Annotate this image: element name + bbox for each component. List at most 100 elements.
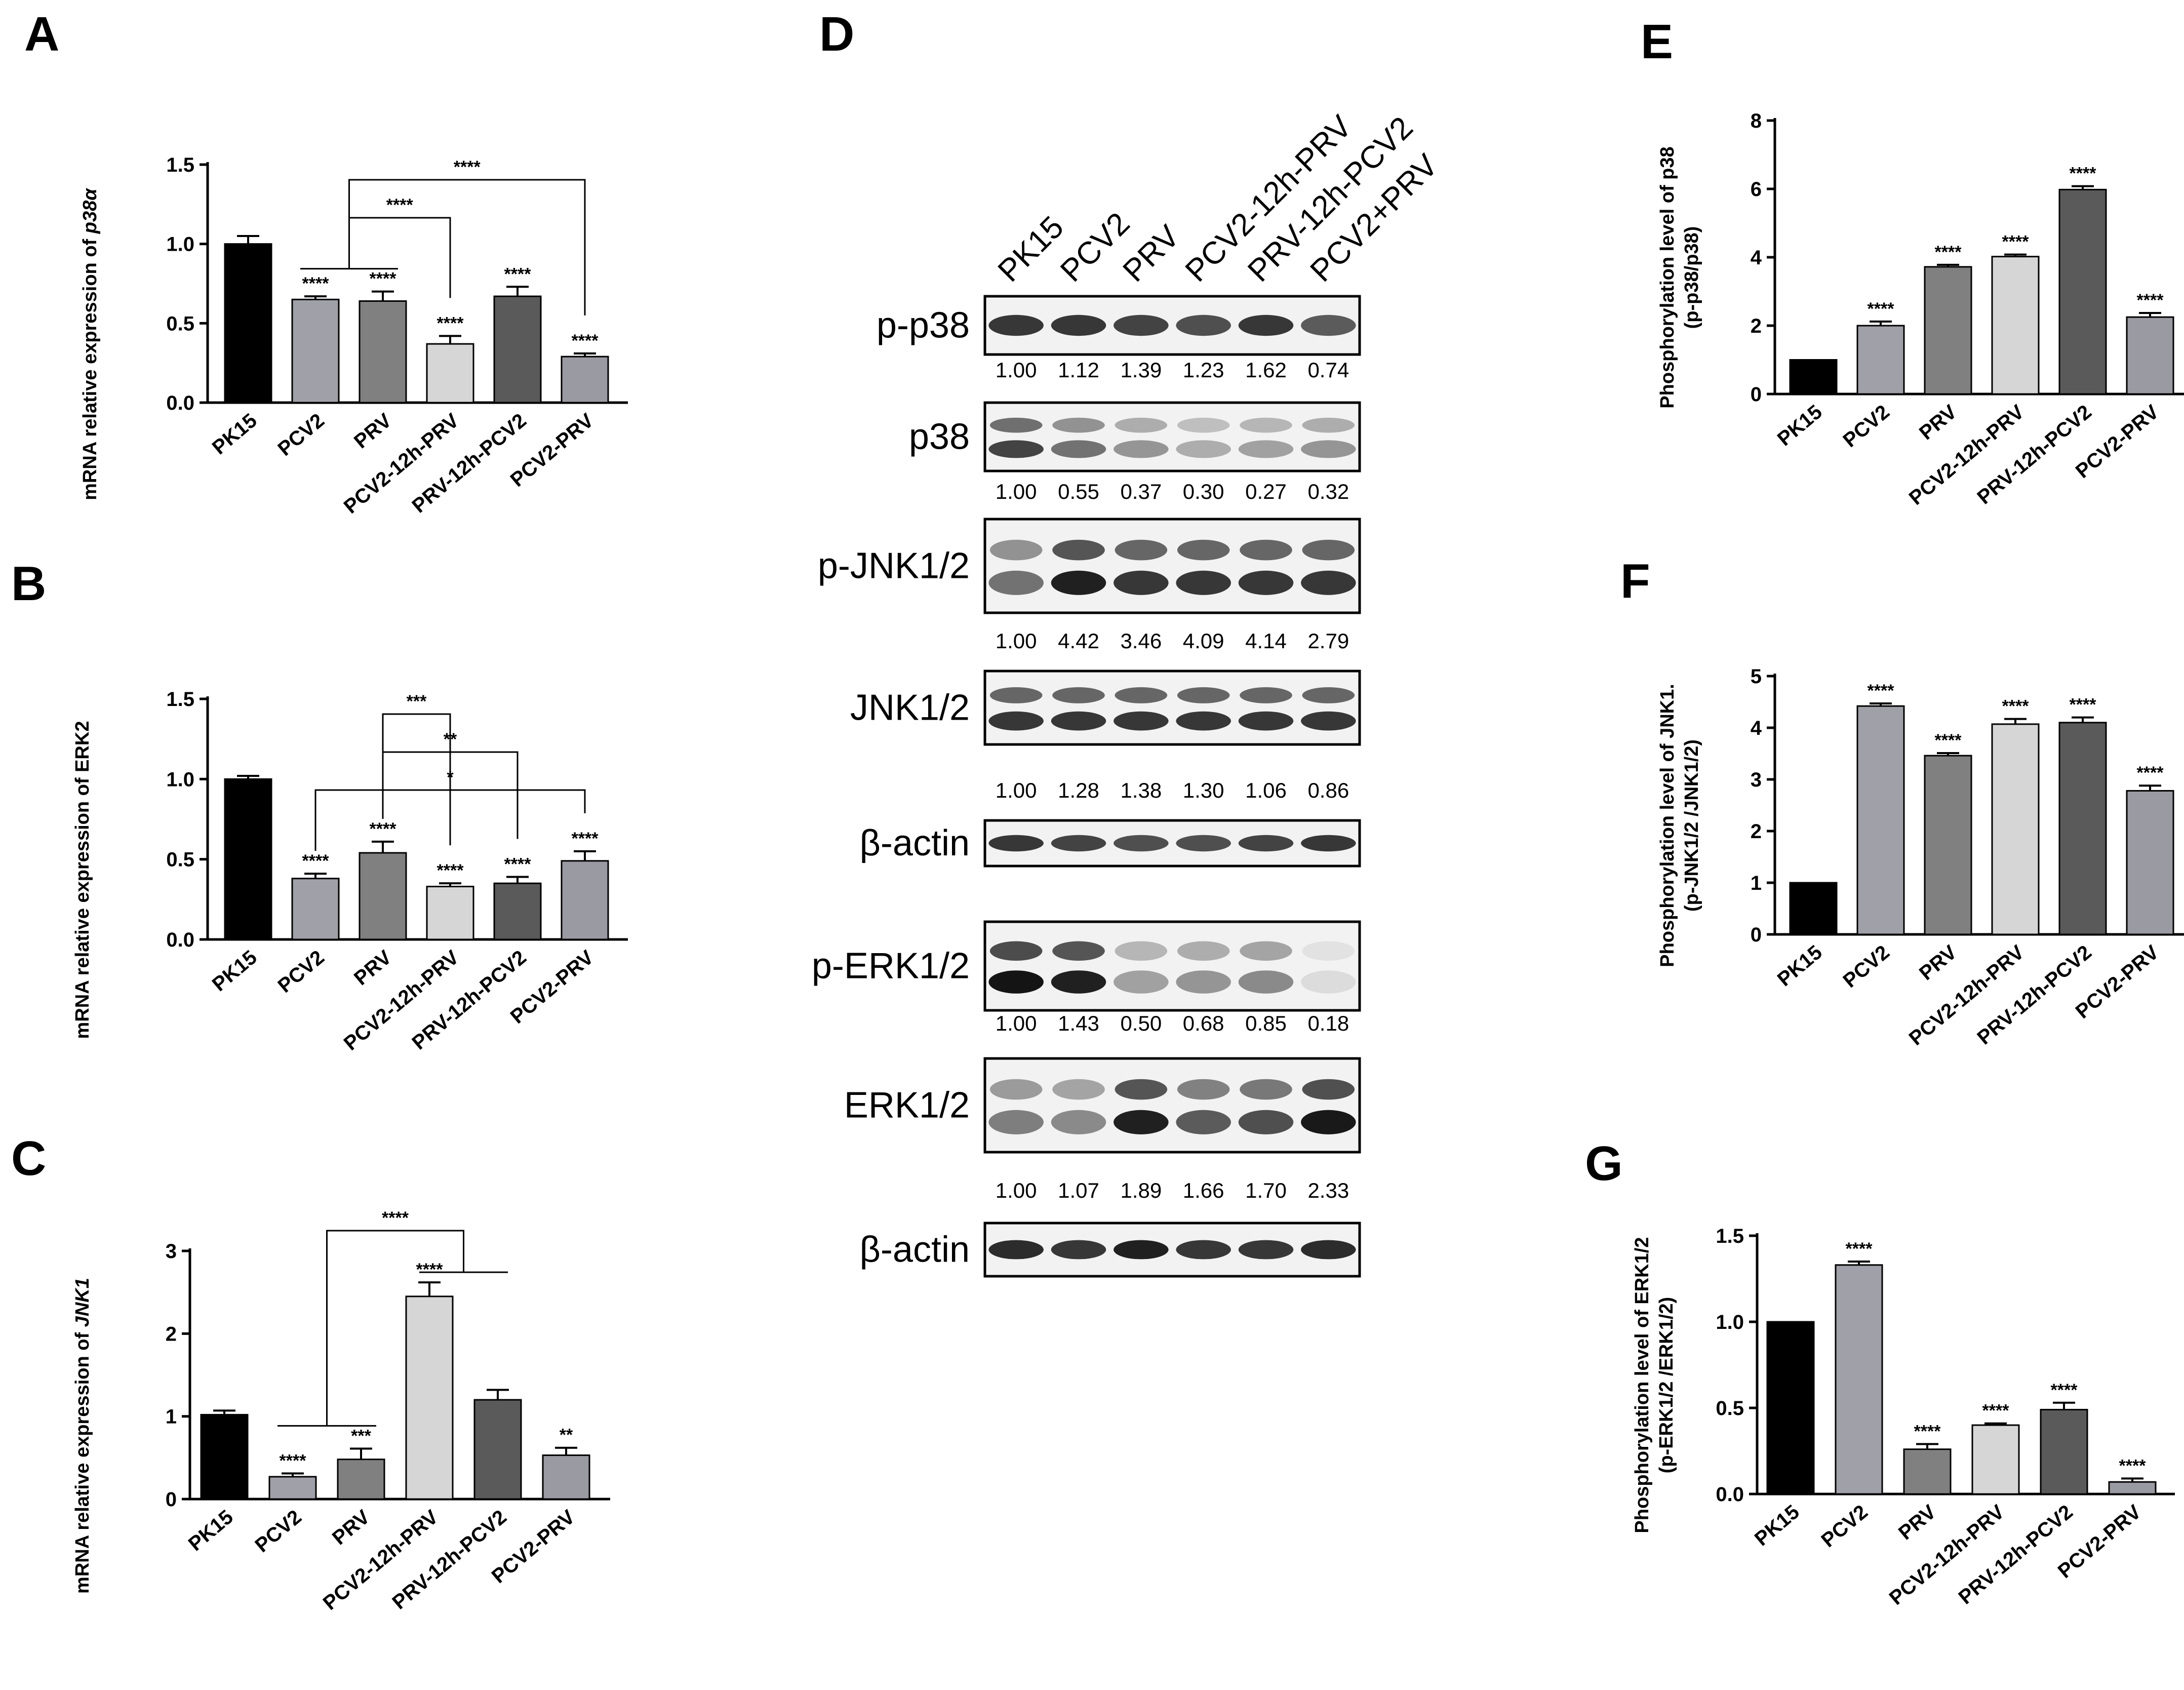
bar-prv [337, 1459, 385, 1500]
bar-prv-12h-pcv2 [493, 295, 542, 404]
significance-label: **** [416, 1260, 444, 1279]
x-tick-label: PCV2-12h-PRV [319, 1506, 443, 1615]
blot-column-label: PCV2 [1054, 206, 1136, 289]
y-tick-label: 4 [1751, 717, 1762, 739]
y-tick-label: 1 [166, 1406, 177, 1428]
blot-band [988, 835, 1044, 852]
panel-letter-f: F [1620, 554, 1650, 608]
blot-quant-value: 4.14 [1245, 629, 1287, 653]
blot-band [1301, 315, 1356, 336]
blot-row-label: p38 [909, 417, 970, 457]
blot-band [1176, 315, 1231, 336]
bar-prv-12h-pcv2 [2058, 722, 2107, 935]
bar-pcv2-prv [2126, 316, 2174, 395]
significance-label: **** [437, 313, 464, 333]
bracket-label: **** [386, 195, 414, 215]
blot-band [989, 417, 1043, 433]
blot-band [1301, 970, 1356, 994]
x-tick-label: PRV-12h-PCV2 [388, 1506, 510, 1614]
blot-band [1238, 315, 1294, 336]
y-axis-label: mRNA relative expression of ERK2 [72, 721, 93, 1039]
y-axis-label-line2: (p-p38/p38) [1681, 226, 1702, 329]
blot-row-label: p-JNK1/2 [818, 546, 970, 586]
panel-letter-d: D [819, 7, 854, 61]
bar-pcv2-prv [561, 860, 609, 940]
significance-label: **** [1935, 243, 1962, 262]
x-tick-label: PCV2 [273, 409, 328, 460]
x-tick-label: PCV2-12h-PRV [340, 946, 463, 1055]
blot-frame [983, 1222, 1361, 1278]
chart-g: 0.0 0.5 1.0 1.5 PK15 **** PCV2 **** PRV **** PCV2-… [1632, 1225, 2175, 1609]
blot-band [1052, 941, 1105, 961]
blot-band [988, 1240, 1044, 1260]
western-blot-d: PK15PCV2PRVPCV2-12h-PRVPRV-12h-PCV2PCV2+… [812, 108, 1445, 1278]
blot-quant-value: 1.00 [996, 1178, 1037, 1202]
bar-pcv2 [268, 1476, 317, 1500]
blot-band [1238, 711, 1294, 731]
x-tick-label: PRV-12h-PCV2 [408, 946, 530, 1054]
blot-band [1051, 835, 1106, 852]
x-tick-label: PCV2 [1839, 401, 1893, 452]
significance-label: **** [572, 331, 599, 350]
blot-quant-value: 0.27 [1245, 480, 1287, 503]
blot-quant-value: 1.39 [1120, 358, 1162, 382]
blot-band [1301, 570, 1356, 595]
bar-pcv2 [291, 298, 340, 404]
blot-band [1301, 835, 1356, 852]
bar-pcv2 [291, 878, 340, 940]
bar-prv [1903, 1448, 1952, 1495]
y-tick-label: 1.5 [166, 154, 194, 176]
significance-label: **** [1846, 1239, 1873, 1259]
panel-letter-e: E [1641, 15, 1673, 69]
blot-quant-value: 0.18 [1307, 1011, 1349, 1035]
significance-label: **** [2051, 1381, 2078, 1400]
x-tick-label: PRV [328, 1506, 374, 1549]
x-tick-label: PCV2 [251, 1506, 305, 1557]
blot-quant-value: 1.06 [1245, 778, 1287, 802]
y-axis-label-line2: (p-JNK1/2 /JNK1/2) [1681, 739, 1702, 912]
x-tick-label: PRV [350, 946, 396, 990]
blot-frame [983, 920, 1361, 1012]
comparison-bracket [382, 713, 451, 846]
x-tick-label: PRV [1915, 401, 1961, 444]
blot-band [1114, 711, 1169, 731]
blot-band [1051, 1240, 1106, 1260]
y-tick-label: 1 [1751, 872, 1762, 894]
blot-column-label: PK15 [991, 210, 1070, 289]
y-tick-label: 1.0 [166, 768, 194, 791]
x-tick-label: PRV-12h-PCV2 [1973, 401, 2095, 508]
blot-band [1238, 570, 1294, 595]
blot-band [1302, 417, 1355, 433]
blot-band [989, 687, 1043, 703]
blot-quant-value: 1.38 [1120, 778, 1162, 802]
blot-quant-value: 1.62 [1245, 358, 1287, 382]
bar-pcv2-12h-prv [1991, 256, 2040, 395]
significance-label: **** [1982, 1401, 2010, 1421]
bar-prv [359, 852, 407, 940]
x-tick-label: PK15 [208, 409, 261, 459]
blot-band [1052, 687, 1105, 703]
y-axis-label-italic: JNK1 [72, 1278, 93, 1327]
blot-frame [983, 819, 1361, 868]
x-tick-label: PCV2 [1817, 1501, 1872, 1552]
blot-band [988, 570, 1044, 595]
blot-band [1240, 687, 1292, 703]
blot-band [1301, 1240, 1356, 1260]
y-tick-label: 6 [1751, 178, 1762, 201]
significance-label: **** [2070, 695, 2097, 715]
blot-band [1238, 1110, 1294, 1134]
blot-band [989, 941, 1043, 961]
comparison-bracket [326, 1230, 464, 1426]
blot-band [988, 315, 1044, 336]
y-tick-label: 0 [1751, 383, 1762, 406]
panel-letter-b: B [11, 557, 46, 611]
significance-label: **** [2119, 1456, 2147, 1475]
blot-band [1115, 417, 1168, 433]
bar-pk15 [1789, 882, 1838, 935]
bar-prv [359, 300, 407, 404]
y-axis-label-text: mRNA relative expression of ERK2 [72, 721, 93, 1039]
blot-band [1051, 711, 1106, 731]
significance-label: **** [2002, 697, 2030, 716]
blot-band [1114, 1110, 1169, 1134]
